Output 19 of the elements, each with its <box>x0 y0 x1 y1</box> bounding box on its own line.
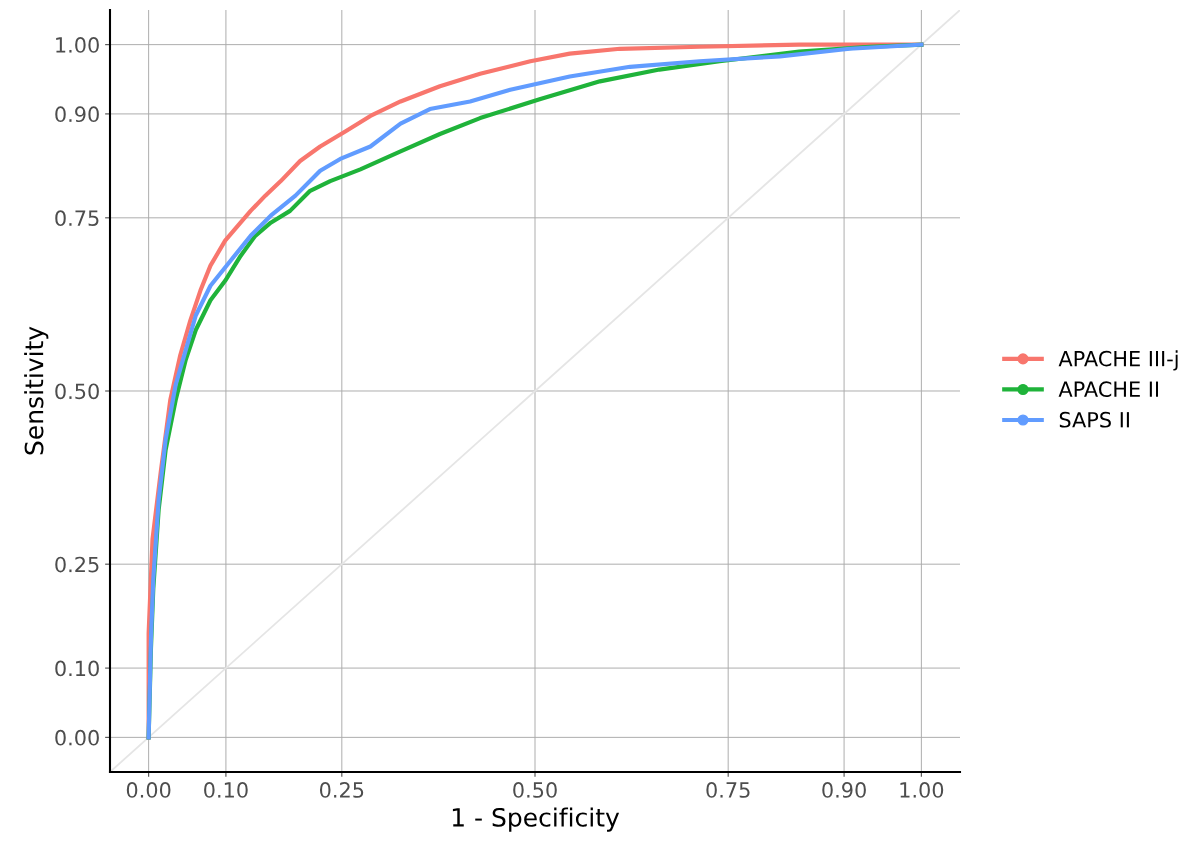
x-tick-label: 1.00 <box>900 782 944 798</box>
x-axis-title: 1 - Specificity <box>452 807 620 832</box>
y-tick-label: 1.00 <box>56 37 99 53</box>
y-tick-label: 0.00 <box>55 729 99 746</box>
x-tick-label: 0.90 <box>822 782 866 798</box>
x-tick-label: 0.50 <box>513 782 557 798</box>
y-tick-label: 0.10 <box>55 660 99 677</box>
legend-label: SAPS II <box>1059 411 1129 428</box>
legend-label: APACHE II <box>1058 381 1159 398</box>
y-tick-label: 0.90 <box>55 106 99 123</box>
y-tick-label: 0.75 <box>55 210 99 227</box>
legend-label: APACHE III-j <box>1058 350 1178 371</box>
x-tick-label: 0.00 <box>126 782 171 798</box>
y-tick-label: 0.50 <box>55 383 99 400</box>
x-tick-label: 0.25 <box>320 782 364 798</box>
y-tick-label: 0.25 <box>55 556 99 573</box>
y-axis-title: Sensitivity <box>24 326 49 455</box>
x-tick-label: 0.10 <box>204 782 248 798</box>
x-tick-label: 0.75 <box>706 782 750 798</box>
